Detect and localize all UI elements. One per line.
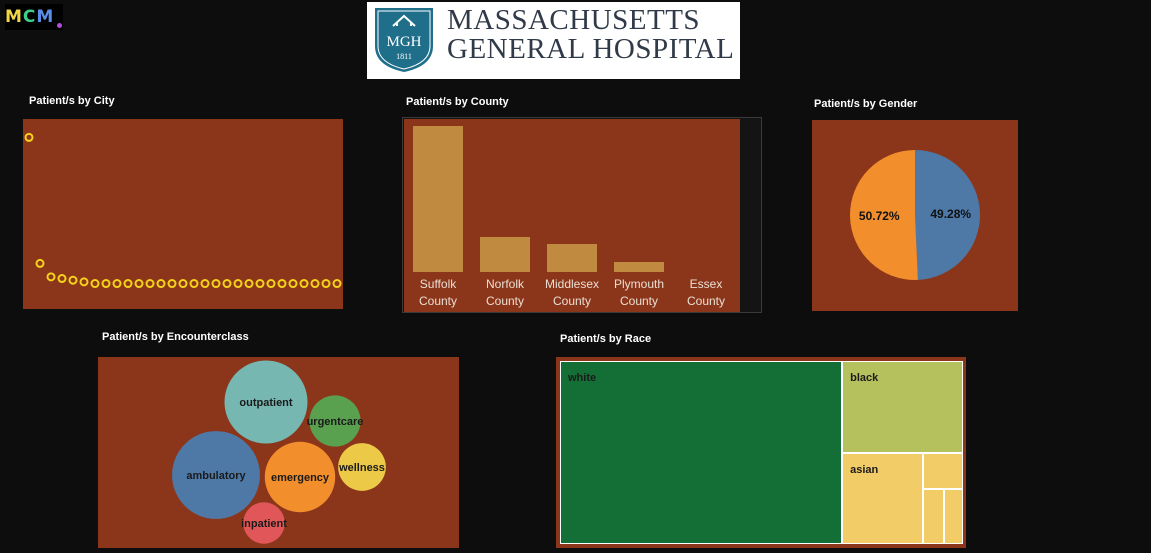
county-tick-label-line: Norfolk [485,277,524,291]
mcm-logo: MCM [5,4,63,30]
encounter-bubble-label: wellness [338,462,385,474]
race-cell-label: white [568,372,597,384]
hospital-banner: MGH 1811 MASSACHUSETTS GENERAL HOSPITAL [367,2,740,79]
county-bar[interactable] [614,261,664,272]
city-point[interactable] [68,275,78,285]
race-chart-title: Patient/s by Race [560,333,652,345]
gender-chart-panel: 49.28% 50.72% [812,120,1018,311]
city-point[interactable] [310,279,320,289]
city-point[interactable] [266,279,276,289]
county-tick-label-line: County [552,294,592,308]
city-point[interactable] [222,279,232,289]
county-tick-label: Norfolk County [470,276,540,310]
gender-chart-title: Patient/s by Gender [814,98,918,110]
encounter-bubble[interactable] [264,441,336,513]
city-point[interactable] [156,279,166,289]
city-point[interactable] [233,279,243,289]
city-point[interactable] [332,279,342,289]
gender-slice-label: 49.28% [930,207,971,221]
county-tick-label-line: Suffolk [419,277,457,291]
county-tick-label-line: Middlesex [544,277,600,291]
city-point[interactable] [288,279,298,289]
encounter-chart-panel: outpatient urgentcare ambulatory emergency w… [98,357,459,548]
county-bar[interactable] [547,244,597,272]
race-cell[interactable]: white [560,361,843,544]
city-point[interactable] [277,279,287,289]
county-tick-label-line: County [418,294,458,308]
city-point[interactable] [112,279,122,289]
county-tick-label-line: Plymouth [613,277,665,291]
county-tick-label-line: Essex [689,277,723,291]
encounter-bubble-label: outpatient [239,397,292,409]
mcm-dot-icon [57,23,62,28]
city-point[interactable] [167,279,177,289]
county-chart-frame: Suffolk County Norfolk County Middlesex Count… [402,117,762,313]
encounter-bubble-chart: outpatient urgentcare ambulatory emergency w… [172,360,386,544]
gender-pie-chart: 49.28% 50.72% [850,150,981,280]
encounter-bubble-label: urgentcare [307,416,364,428]
mcm-letter-1: M [5,7,23,27]
gender-slice[interactable] [915,150,981,280]
city-point[interactable] [90,279,100,289]
city-point[interactable] [145,279,155,289]
city-point[interactable] [244,279,254,289]
race-cell[interactable] [922,489,945,544]
race-cell-label: asian [850,463,879,476]
encounter-chart-title: Patient/s by Encounterclass [102,331,249,343]
hospital-name-line1: MASSACHUSETTS [447,4,701,36]
race-cell[interactable]: asian [842,452,923,544]
county-bar[interactable] [480,236,530,272]
city-point[interactable] [299,279,309,289]
encounter-bubble[interactable] [243,502,285,544]
encounter-bubble[interactable] [172,431,260,519]
county-tick-label: Middlesex County [537,276,607,310]
race-cell[interactable]: black [842,361,963,453]
hospital-name-line2: GENERAL HOSPITAL [447,33,735,65]
hospital-year: 1811 [396,52,412,61]
city-point[interactable] [35,258,45,268]
county-tick-label-line: County [619,294,659,308]
city-point[interactable] [255,279,265,289]
city-point[interactable] [321,279,331,289]
county-tick-label: Plymouth County [604,276,674,310]
county-tick-label-line: County [485,294,525,308]
county-bar[interactable] [413,126,463,272]
city-chart-panel [23,119,343,309]
encounter-bubble-label: ambulatory [186,470,246,482]
city-point[interactable] [57,274,67,284]
gender-slice-label: 50.72% [859,209,900,223]
city-point[interactable] [200,279,210,289]
county-tick-label: Essex County [671,276,741,310]
county-tick-label-line: County [686,294,726,308]
hospital-shield-icon: MGH 1811 [375,8,433,72]
city-point[interactable] [24,132,34,142]
city-scatter-chart [24,132,342,289]
city-point[interactable] [178,279,188,289]
county-tick-label: Suffolk County [403,276,473,310]
encounter-bubble-label: emergency [271,472,330,484]
mcm-letter-3: M [36,7,55,27]
city-point[interactable] [46,272,56,282]
county-chart-title: Patient/s by County [406,96,509,108]
city-point[interactable] [189,279,199,289]
gender-slice[interactable] [850,150,918,280]
city-point[interactable] [79,277,89,287]
race-cell-label: black [850,372,879,384]
mcm-letter-2: C [22,7,37,27]
race-cell[interactable] [944,489,963,544]
race-treemap-chart: white black asian [556,357,966,548]
county-bar-chart: Suffolk County Norfolk County Middlesex Count… [404,119,740,312]
city-point[interactable] [211,279,221,289]
city-point[interactable] [134,279,144,289]
city-point[interactable] [123,279,133,289]
hospital-initials: MGH [386,34,421,50]
city-chart-title: Patient/s by City [29,95,115,107]
encounter-bubble[interactable] [309,395,361,447]
encounter-bubble[interactable] [224,360,308,444]
encounter-bubble-label: inpatient [241,518,287,530]
city-point[interactable] [101,279,111,289]
encounter-bubble[interactable] [338,443,386,491]
race-cell[interactable] [922,452,963,490]
